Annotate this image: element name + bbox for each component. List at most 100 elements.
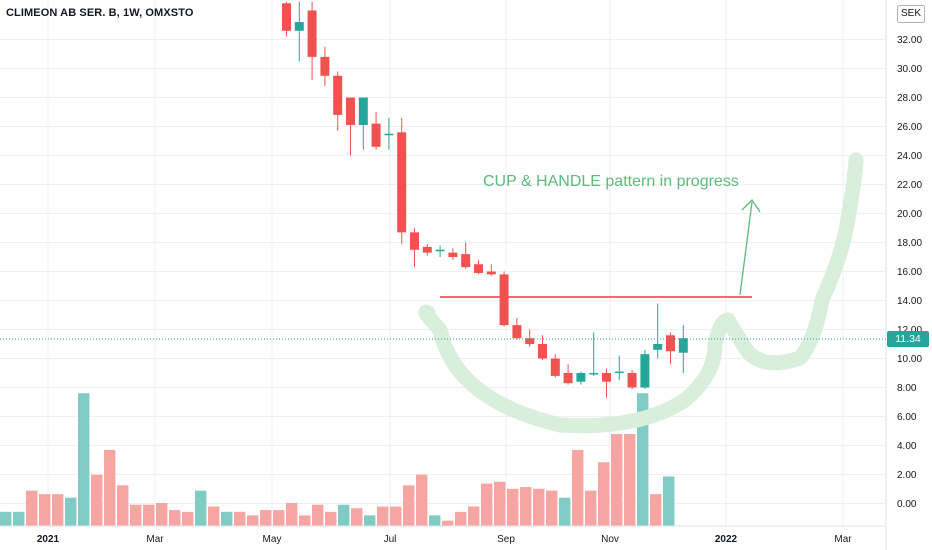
volume-bar bbox=[91, 474, 103, 526]
volume-bar bbox=[182, 511, 194, 526]
volume-bar bbox=[208, 506, 220, 526]
y-tick-label: 0.00 bbox=[897, 499, 917, 510]
volume-bar bbox=[117, 485, 129, 526]
volume-bar bbox=[260, 510, 272, 526]
volume-bar bbox=[104, 449, 116, 526]
candle-body bbox=[333, 75, 343, 115]
volume-bar bbox=[338, 504, 350, 526]
y-tick-label: 6.00 bbox=[897, 412, 917, 423]
candle-body bbox=[499, 274, 509, 326]
y-tick-label: 32.00 bbox=[897, 35, 922, 46]
volume-bar bbox=[273, 510, 285, 526]
volume-bar bbox=[403, 485, 415, 526]
y-tick-label: 18.00 bbox=[897, 238, 922, 249]
volume-bar bbox=[637, 393, 649, 526]
x-tick-label: Mar bbox=[146, 534, 164, 545]
symbol-title: CLIMEON AB SER. B, 1W, OMXSTO bbox=[6, 7, 194, 19]
time-axis[interactable]: 2021 Mar May Jul Sep Nov 2022 Mar bbox=[37, 534, 852, 545]
y-tick-label: 10.00 bbox=[897, 354, 922, 365]
candle-body bbox=[538, 344, 547, 359]
y-tick-label: 2.00 bbox=[897, 470, 917, 481]
candle-body bbox=[640, 354, 650, 388]
volume-bar bbox=[520, 487, 532, 526]
volume-bar bbox=[481, 483, 493, 526]
candle-body bbox=[461, 254, 471, 268]
grid-lines bbox=[0, 0, 886, 526]
volume-bar bbox=[78, 393, 90, 526]
volume-bars bbox=[0, 393, 675, 526]
y-tick-label: 28.00 bbox=[897, 93, 922, 104]
volume-bar bbox=[26, 490, 38, 526]
volume-bar bbox=[455, 511, 467, 526]
volume-bar bbox=[195, 490, 207, 526]
volume-bar bbox=[364, 515, 376, 526]
volume-bar bbox=[39, 494, 51, 526]
volume-bar bbox=[390, 506, 402, 526]
candle-body bbox=[678, 338, 688, 353]
candle-body bbox=[435, 249, 445, 252]
pattern-annotation: CUP & HANDLE pattern in progress bbox=[483, 173, 739, 190]
candle-body bbox=[282, 3, 291, 31]
y-tick-label: 16.00 bbox=[897, 267, 922, 278]
target-arrow[interactable] bbox=[739, 198, 761, 296]
volume-bar bbox=[234, 511, 246, 526]
volume-bar bbox=[546, 490, 558, 526]
x-tick-label: Sep bbox=[497, 534, 515, 545]
y-tick-label: 12.00 bbox=[897, 325, 922, 336]
volume-bar bbox=[663, 476, 675, 526]
candle-body bbox=[307, 10, 317, 57]
volume-bar bbox=[416, 474, 428, 526]
volume-bar bbox=[286, 502, 298, 526]
volume-bar bbox=[468, 506, 480, 526]
volume-bar bbox=[325, 511, 337, 526]
candle-body bbox=[410, 232, 419, 250]
volume-bar bbox=[0, 511, 12, 526]
candle-body bbox=[448, 252, 458, 257]
volume-bar bbox=[299, 515, 311, 526]
volume-bar bbox=[494, 481, 506, 526]
candle-body bbox=[666, 335, 675, 352]
candlesticks bbox=[282, 1, 688, 398]
x-tick-label: Jul bbox=[384, 534, 397, 545]
candle-body bbox=[525, 338, 535, 344]
volume-bar bbox=[377, 506, 389, 526]
candle-body bbox=[563, 373, 573, 384]
volume-bar bbox=[585, 490, 597, 526]
volume-bar bbox=[156, 502, 168, 526]
candle-body bbox=[397, 132, 407, 233]
x-tick-label: Nov bbox=[601, 534, 619, 545]
last-price-label: 11.34 bbox=[887, 331, 929, 347]
volume-bar bbox=[13, 511, 25, 526]
volume-bar bbox=[65, 497, 77, 526]
volume-bar bbox=[312, 504, 324, 526]
cup-handle-drawing[interactable] bbox=[418, 152, 864, 434]
candle-body bbox=[614, 371, 624, 374]
volume-bar bbox=[247, 515, 259, 526]
volume-bar bbox=[52, 494, 64, 526]
volume-bar bbox=[572, 449, 584, 526]
volume-bar bbox=[533, 488, 545, 526]
volume-bar bbox=[143, 504, 155, 526]
volume-bar bbox=[598, 462, 610, 526]
candle-body bbox=[512, 325, 522, 339]
price-axis[interactable]: 0.00 2.00 4.00 6.00 8.00 10.00 12.00 14.00 16.00… bbox=[897, 35, 922, 510]
y-tick-label: 20.00 bbox=[897, 209, 922, 220]
currency-badge[interactable]: SEK bbox=[897, 5, 925, 23]
candle-body bbox=[602, 373, 611, 382]
volume-bar bbox=[351, 508, 363, 526]
y-tick-label: 4.00 bbox=[897, 441, 917, 452]
y-tick-label: 24.00 bbox=[897, 151, 922, 162]
candle-body bbox=[320, 56, 330, 76]
volume-bar bbox=[559, 497, 571, 526]
candle-body bbox=[384, 133, 394, 136]
candle-body bbox=[371, 123, 381, 147]
candle-body bbox=[576, 373, 586, 382]
x-tick-label: 2022 bbox=[715, 534, 738, 545]
y-tick-label: 26.00 bbox=[897, 122, 922, 133]
volume-bar bbox=[507, 488, 519, 526]
volume-bar bbox=[611, 433, 623, 526]
candle-body bbox=[627, 373, 637, 388]
candle-body bbox=[550, 358, 560, 376]
y-tick-label: 14.00 bbox=[897, 296, 922, 307]
